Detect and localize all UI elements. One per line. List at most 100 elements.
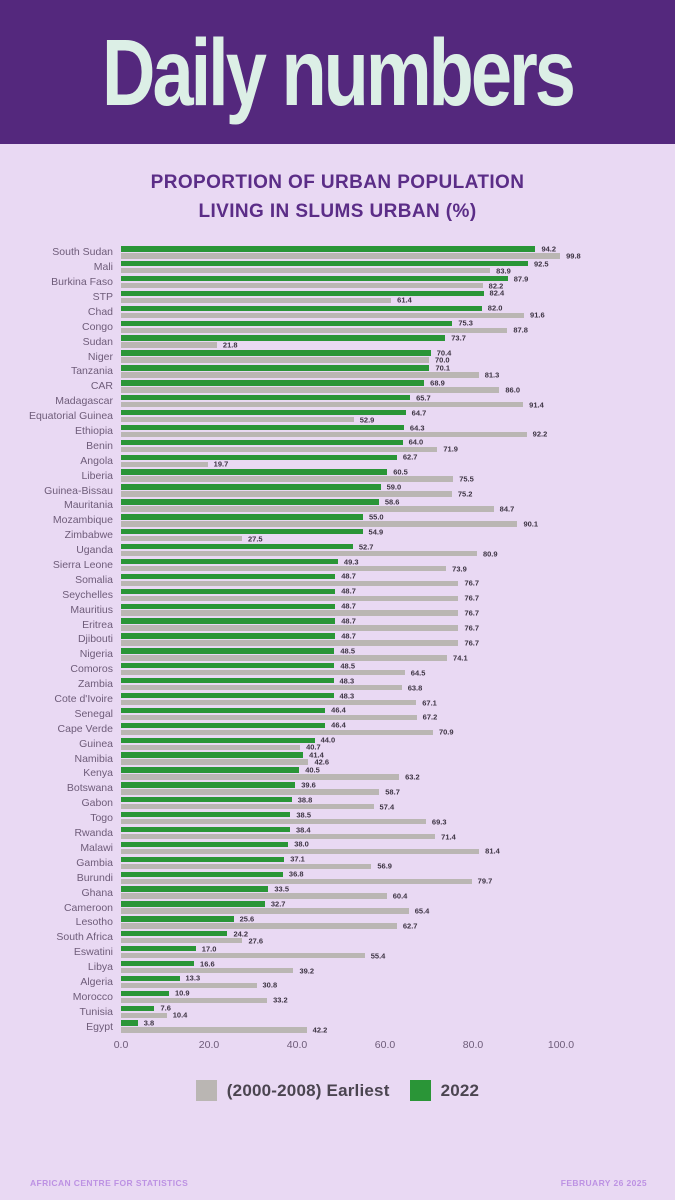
country-label: Cape Verde: [57, 722, 113, 735]
country-label: Rwanda: [74, 827, 113, 840]
bar-value-label: 57.4: [379, 802, 395, 812]
bar-track: 81.4: [121, 847, 675, 856]
bar-track: 71.4: [121, 832, 675, 841]
country-bars: 25.6 62.7: [121, 914, 675, 930]
bar-value-label: 63.8: [407, 683, 423, 693]
country-bars: 62.7 19.7: [121, 453, 675, 469]
bar-value-label: 83.9: [496, 266, 511, 276]
bar-value-label: 63.2: [405, 772, 420, 782]
bar-track: 76.7: [121, 638, 675, 647]
bar-earliest: [121, 744, 301, 750]
chart-row: Gabon 38.8 57.4: [0, 795, 675, 812]
country-label: Zimbabwe: [64, 529, 113, 542]
chart-row: Niger 70.4 70.0: [0, 349, 675, 365]
bar-track: 67.1: [121, 698, 675, 707]
country-label: Togo: [90, 812, 113, 825]
country-label: Eswatini: [73, 946, 113, 959]
country-bars: 94.2 99.8: [121, 244, 675, 260]
bar-2022: [121, 335, 446, 341]
bar-track: 83.9: [121, 266, 675, 276]
bar-earliest: [121, 431, 527, 438]
country-label: STP: [92, 290, 113, 303]
chart-row: Algeria 13.3 30.8: [0, 974, 675, 990]
bar-track: 64.0: [121, 438, 675, 447]
bar-value-label: 81.3: [484, 370, 500, 380]
bar-value-label: 60.5: [393, 467, 408, 477]
country-bars: 48.3 67.1: [121, 691, 675, 707]
bar-value-label: 58.6: [384, 497, 400, 507]
bar-value-label: 48.7: [341, 601, 356, 611]
bar-earliest: [121, 908, 409, 914]
chart-row: Ethiopia 64.3 92.2: [0, 423, 675, 439]
bar-value-label: 21.8: [222, 340, 238, 350]
legend-item-2022: 2022: [409, 1080, 480, 1102]
country-label: Djibouti: [77, 633, 113, 646]
bar-earliest: [121, 282, 483, 289]
bar-earliest: [121, 491, 452, 497]
bar-earliest: [121, 878, 472, 884]
bar-value-label: 73.9: [452, 564, 467, 573]
bar-earliest: [121, 1012, 167, 1018]
bar-earliest: [121, 312, 525, 319]
chart-row: Liberia 60.5 75.5: [0, 467, 675, 484]
bar-track: 87.8: [121, 326, 675, 335]
bar-value-label: 82.4: [489, 288, 505, 298]
bar-2022: [121, 856, 285, 863]
bar-value-label: 69.3: [431, 817, 447, 827]
chart-row: Somalia 48.7 76.7: [0, 572, 675, 588]
chart-row: Guinea-Bissau 59.0 75.2: [0, 482, 675, 499]
bar-earliest: [121, 446, 438, 453]
bar-value-label: 10.9: [174, 988, 190, 998]
bar-earliest: [121, 863, 372, 870]
bar-value-label: 64.3: [409, 423, 425, 432]
chart-row: Cameroon 32.7 65.4: [0, 899, 675, 916]
bar-track: 48.7: [121, 631, 675, 640]
chart-row: South Africa 24.2 27.6: [0, 929, 675, 945]
bar-value-label: 56.9: [377, 861, 392, 871]
bar-earliest: [121, 327, 508, 333]
country-bars: 10.9 33.2: [121, 988, 675, 1005]
bar-2022: [121, 290, 484, 297]
bar-track: 48.7: [121, 617, 675, 626]
bar-track: 70.9: [121, 728, 675, 737]
bar-track: 60.4: [121, 892, 675, 901]
bar-value-label: 40.5: [305, 765, 320, 775]
chart-row: Guinea 44.0 40.7: [0, 736, 675, 752]
country-label: Ghana: [81, 886, 113, 899]
chart-row: Equatorial Guinea 64.7 52.9: [0, 408, 675, 424]
bar-earliest: [121, 670, 405, 676]
bar-value-label: 76.7: [464, 608, 480, 618]
bar-2022: [121, 618, 336, 624]
bar-track: 39.2: [121, 966, 675, 975]
bar-2022: [121, 439, 403, 446]
country-label: Morocco: [72, 990, 113, 1003]
bar-earliest: [121, 416, 354, 423]
chart-row: South Sudan 94.2 99.8: [0, 244, 675, 260]
bar-2022: [121, 752, 304, 758]
bar-value-label: 84.7: [499, 504, 515, 514]
bar-value-label: 59.0: [386, 482, 402, 492]
country-label: Angola: [80, 454, 113, 467]
bar-value-label: 92.5: [534, 259, 549, 269]
bar-earliest: [121, 565, 447, 572]
bar-value-label: 76.7: [464, 623, 480, 633]
bar-2022: [121, 454, 397, 460]
country-bars: 48.7 76.7: [121, 601, 675, 618]
bar-earliest: [121, 476, 454, 482]
country-label: Libya: [87, 961, 113, 974]
country-label: Liberia: [81, 469, 113, 482]
bar-track: 58.7: [121, 787, 675, 796]
bar-value-label: 32.7: [270, 899, 286, 909]
country-label: Niger: [87, 350, 113, 363]
bar-earliest: [121, 342, 217, 348]
bar-track: 41.4: [121, 751, 675, 760]
bar-value-label: 90.1: [523, 519, 539, 529]
country-label: Benin: [86, 439, 113, 452]
bar-track: 99.8: [121, 251, 675, 260]
chart-row: Zambia 48.3 63.8: [0, 676, 675, 693]
bar-earliest: [121, 297, 392, 304]
country-label: Zambia: [77, 678, 113, 691]
bar-2022: [121, 246, 536, 252]
country-bars: 49.3 73.9: [121, 557, 675, 573]
bar-value-label: 65.7: [416, 393, 431, 403]
